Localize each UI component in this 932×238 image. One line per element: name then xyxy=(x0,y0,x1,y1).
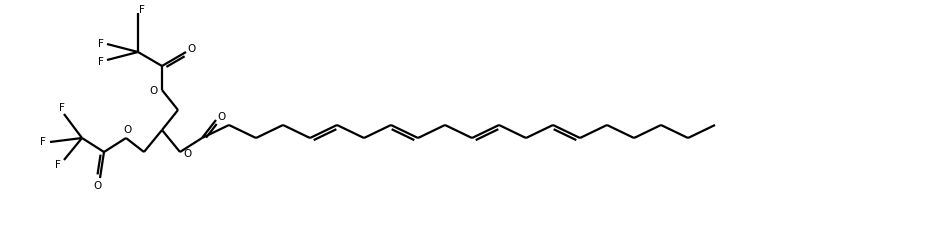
Text: O: O xyxy=(94,181,103,191)
Text: F: F xyxy=(139,5,145,15)
Text: F: F xyxy=(59,103,65,113)
Text: O: O xyxy=(184,149,192,159)
Text: F: F xyxy=(55,160,61,170)
Text: F: F xyxy=(40,137,46,147)
Text: O: O xyxy=(218,112,226,122)
Text: O: O xyxy=(150,86,158,96)
Text: F: F xyxy=(98,39,104,49)
Text: O: O xyxy=(188,44,196,54)
Text: O: O xyxy=(123,125,131,135)
Text: F: F xyxy=(98,57,104,67)
